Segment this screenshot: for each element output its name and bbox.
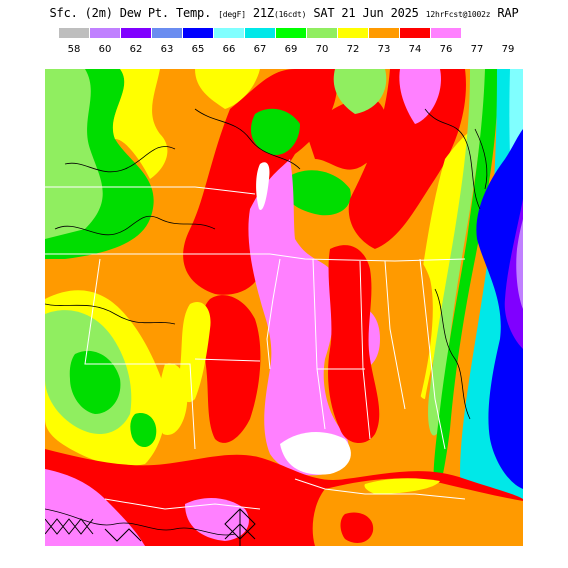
legend-label-1: 60 (99, 44, 112, 55)
legend-swatch-6 (245, 28, 275, 38)
fill-yellow-nw-band (112, 69, 168, 179)
fill-yellow-sw-mid (157, 363, 188, 435)
title-units: [degF] (218, 10, 246, 19)
fill-green-n-mid (284, 170, 351, 216)
dewpoint-map (45, 69, 523, 546)
legend-swatch-11 (400, 28, 430, 38)
title-model: RAP (497, 6, 519, 20)
legend-label-8: 70 (316, 44, 329, 55)
fill-lavender-east (516, 219, 523, 309)
fill-orange-se-bulge (364, 245, 433, 433)
title-field: Sfc. (2m) Dew Pt. Temp. (49, 6, 212, 20)
legend-swatch-7 (276, 28, 306, 38)
fill-white-central (280, 432, 351, 475)
legend-swatch-9 (338, 28, 368, 38)
legend-swatch-0 (59, 28, 89, 38)
legend-swatch-1 (90, 28, 120, 38)
fill-red-central-west (201, 295, 261, 443)
fill-red-northeast (348, 69, 466, 249)
fill-yellow-north (195, 69, 260, 109)
legend-label-0: 58 (68, 44, 81, 55)
legend-label-11: 74 (409, 44, 422, 55)
legend-label-6: 67 (254, 44, 267, 55)
legend-swatch-5 (214, 28, 244, 38)
legend-swatch-12 (431, 28, 461, 38)
color-legend: 58 60 62 63 65 66 67 69 70 72 73 74 76 77 79 (59, 28, 515, 55)
legend-label-9: 72 (347, 44, 360, 55)
legend-swatch-10 (369, 28, 399, 38)
map-canvas (45, 69, 523, 546)
state-borders (45, 186, 466, 510)
fill-pink-northeast (399, 69, 441, 124)
hatched-area (45, 508, 256, 546)
fill-purple-east (504, 199, 523, 349)
legend-label-7: 69 (285, 44, 298, 55)
county-lines (45, 108, 488, 536)
fill-yellow-central (179, 301, 211, 403)
fill-red-gulf-spot (340, 512, 374, 543)
legend-label-10: 73 (378, 44, 391, 55)
title-local: (16cdt) (273, 10, 307, 19)
fill-red-central-east (328, 245, 380, 444)
legend-label-3: 63 (161, 44, 174, 55)
legend-label-4: 65 (192, 44, 205, 55)
legend-swatch-2 (121, 28, 151, 38)
title-forecast: 12hrFcst@1002z (425, 10, 491, 19)
legend-label-5: 66 (223, 44, 236, 55)
chart-title: Sfc. (2m) Dew Pt. Temp. [degF] 21Z(16cdt… (0, 6, 568, 20)
fill-green-east (433, 69, 498, 499)
fill-lightgreen-northwest (45, 69, 103, 239)
legend-label-13: 77 (471, 44, 484, 55)
title-valid: 21Z (252, 6, 274, 20)
fill-pink-central (248, 159, 349, 476)
title-date: SAT 21 Jun 2025 (313, 6, 419, 20)
legend-label-14: 79 (502, 44, 515, 55)
fill-green-west-2 (130, 413, 157, 448)
legend-label-12: 76 (440, 44, 453, 55)
fill-white-streak (256, 162, 270, 210)
legend-swatch-3 (152, 28, 182, 38)
legend-label-2: 62 (130, 44, 143, 55)
fill-green-north-center (250, 108, 300, 155)
legend-swatch-4 (183, 28, 213, 38)
fill-yellow-coast (364, 478, 440, 494)
fill-lightgreen-north-center (333, 69, 387, 114)
fill-pink-southwest (45, 469, 145, 546)
legend-swatch-8 (307, 28, 337, 38)
fill-red-north-2 (305, 98, 388, 170)
fill-green-west (69, 350, 121, 414)
fill-blue-east (476, 129, 523, 489)
